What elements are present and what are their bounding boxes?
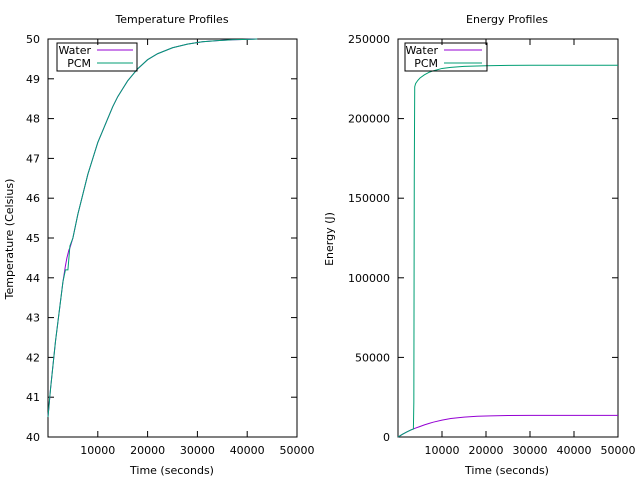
energy-chart: Energy Profiles Energy (J) Time (seconds…	[323, 13, 636, 477]
energy-y-tick-label: 100000	[348, 272, 390, 285]
energy-series-water-line	[397, 414, 618, 438]
energy-series-pcm-line	[397, 64, 618, 438]
temperature-y-tick-label: 48	[26, 113, 40, 126]
legend-label-pcm: PCM	[414, 57, 438, 70]
temperature-x-tick-label: 10000	[80, 444, 115, 457]
temperature-y-tick-label: 42	[26, 351, 40, 364]
temperature-axis-ticks: 10000 20000 30000 40000 50000 40 41 42 43 44 45 46 4…	[26, 33, 315, 457]
energy-x-tick-label: 10000	[425, 444, 460, 457]
temperature-y-tick-label: 40	[26, 431, 40, 444]
temperature-legend-box	[56, 42, 138, 72]
temperature-y-tick-label: 41	[26, 391, 40, 404]
temperature-x-tick-label: 20000	[130, 444, 165, 457]
temperature-y-tick-label: 43	[26, 312, 40, 325]
energy-x-tick-label: 20000	[469, 444, 504, 457]
temperature-series-pcm-line	[47, 38, 258, 418]
temperature-y-tick-label: 47	[26, 152, 40, 165]
energy-y-tick-label: 200000	[348, 113, 390, 126]
temperature-chart-xlabel: Time (seconds)	[129, 464, 214, 477]
temperature-x-tick-label: 50000	[280, 444, 315, 457]
energy-series	[397, 64, 618, 438]
energy-y-tick-label: 250000	[348, 33, 390, 46]
temperature-series	[47, 38, 258, 418]
temperature-x-tick-label: 40000	[230, 444, 265, 457]
temperature-y-tick-label: 46	[26, 192, 40, 205]
energy-y-tick-label: 150000	[348, 192, 390, 205]
temperature-chart-title: Temperature Profiles	[114, 13, 228, 26]
energy-y-tick-label: 0	[383, 431, 390, 444]
temperature-x-tick-label: 30000	[180, 444, 215, 457]
energy-legend-box	[404, 42, 488, 72]
energy-x-tick-label: 50000	[601, 444, 636, 457]
energy-axis-ticks: 10000 20000 30000 40000 50000 0 50000 100000 150…	[348, 33, 636, 457]
energy-x-tick-label: 40000	[557, 444, 592, 457]
temperature-y-tick-label: 44	[26, 272, 40, 285]
temperature-y-tick-label: 45	[26, 232, 40, 245]
legend-label-water: Water	[405, 44, 438, 57]
energy-y-tick-label: 50000	[355, 351, 390, 364]
energy-chart-xlabel: Time (seconds)	[464, 464, 549, 477]
energy-legend: Water PCM	[404, 42, 488, 72]
legend-label-pcm: PCM	[67, 57, 91, 70]
temperature-chart: Temperature Profiles Temperature (Celsiu…	[3, 13, 315, 477]
temperature-y-tick-label: 49	[26, 73, 40, 86]
energy-x-tick-label: 30000	[513, 444, 548, 457]
legend-label-water: Water	[58, 44, 91, 57]
temperature-y-tick-label: 50	[26, 33, 40, 46]
temperature-chart-ylabel: Temperature (Celsius)	[3, 179, 16, 301]
energy-chart-ylabel: Energy (J)	[323, 212, 336, 266]
temperature-legend: Water PCM	[56, 42, 138, 72]
temperature-series-water-line	[47, 38, 258, 418]
temperature-plot-frame	[47, 38, 298, 438]
energy-plot-frame	[397, 38, 619, 438]
energy-chart-title: Energy Profiles	[466, 13, 548, 26]
